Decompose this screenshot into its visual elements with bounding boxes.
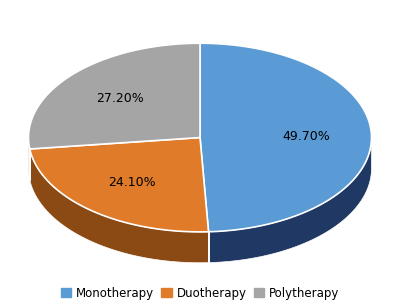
Polygon shape	[30, 149, 208, 263]
Text: 49.70%: 49.70%	[282, 130, 330, 143]
Polygon shape	[28, 138, 30, 180]
Polygon shape	[208, 139, 372, 263]
Text: 27.20%: 27.20%	[96, 92, 144, 105]
Polygon shape	[30, 138, 208, 232]
Polygon shape	[200, 43, 372, 232]
Text: 24.10%: 24.10%	[108, 176, 155, 189]
Polygon shape	[28, 43, 200, 149]
Legend: Monotherapy, Duotherapy, Polytherapy: Monotherapy, Duotherapy, Polytherapy	[56, 282, 344, 304]
